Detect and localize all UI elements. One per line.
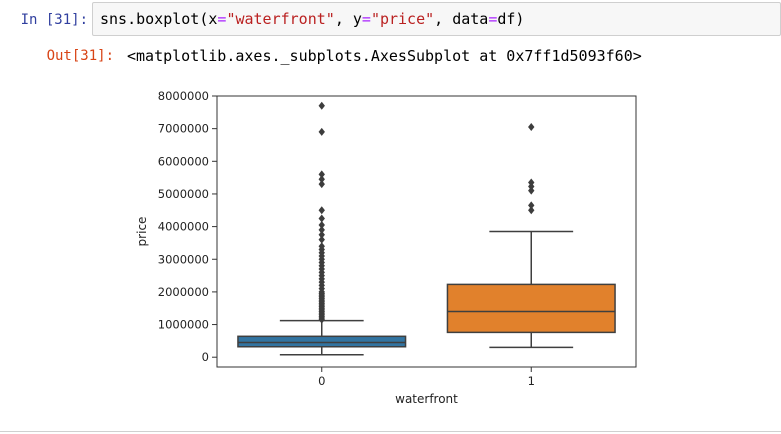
code-operator: = bbox=[217, 10, 227, 28]
outlier-point bbox=[528, 201, 535, 210]
outlier-point bbox=[318, 214, 325, 223]
code-string: "waterfront" bbox=[226, 10, 335, 28]
y-tick-label: 7000000 bbox=[158, 122, 209, 136]
outlier-point bbox=[318, 230, 325, 239]
y-tick-label: 5000000 bbox=[158, 187, 209, 201]
code-cell-input[interactable]: sns.boxplot(x="waterfront", y="price", d… bbox=[92, 2, 781, 36]
outlier-point bbox=[528, 186, 535, 195]
x-tick-label: 1 bbox=[528, 374, 535, 388]
outlier-point bbox=[318, 225, 325, 234]
y-tick-label: 1000000 bbox=[158, 318, 209, 332]
outlier-point bbox=[318, 235, 325, 244]
y-tick-label: 8000000 bbox=[158, 89, 209, 103]
outlier-point bbox=[318, 180, 325, 189]
outlier-point bbox=[318, 220, 325, 229]
y-tick-label: 2000000 bbox=[158, 285, 209, 299]
code-text: df) bbox=[497, 10, 525, 28]
code-text: , data bbox=[434, 10, 489, 28]
cell-divider bbox=[0, 431, 781, 432]
outlier-point bbox=[528, 206, 535, 215]
code-line: sns.boxplot(x="waterfront", y="price", d… bbox=[100, 3, 524, 35]
code-operator: = bbox=[488, 10, 498, 28]
code-text: , y bbox=[334, 10, 362, 28]
code-string: "price" bbox=[370, 10, 435, 28]
outlier-point bbox=[318, 101, 325, 110]
outlier-point bbox=[318, 175, 325, 184]
y-tick-label: 3000000 bbox=[158, 252, 209, 266]
code-function: sns.boxplot(x bbox=[100, 10, 218, 28]
y-tick-label: 6000000 bbox=[158, 154, 209, 168]
outlier-point bbox=[318, 170, 325, 179]
y-tick-label: 0 bbox=[202, 350, 209, 364]
box-iqr bbox=[237, 335, 407, 348]
plot-frame bbox=[216, 95, 637, 368]
outlier-point bbox=[318, 127, 325, 136]
y-tick-label: 4000000 bbox=[158, 220, 209, 234]
code-operator: = bbox=[361, 10, 371, 28]
y-axis-label: price bbox=[135, 217, 149, 247]
outlier-point bbox=[528, 178, 535, 187]
output-prompt: Out[31]: bbox=[46, 48, 114, 64]
outlier-point bbox=[528, 123, 535, 132]
box-iqr bbox=[446, 283, 616, 334]
x-axis-label: waterfront bbox=[395, 392, 458, 406]
x-tick-label: 0 bbox=[318, 374, 325, 388]
input-prompt: In [31]: bbox=[20, 12, 88, 28]
outlier-point bbox=[318, 206, 325, 215]
output-text: <matplotlib.axes._subplots.AxesSubplot a… bbox=[127, 47, 642, 65]
outlier-point bbox=[318, 242, 325, 251]
